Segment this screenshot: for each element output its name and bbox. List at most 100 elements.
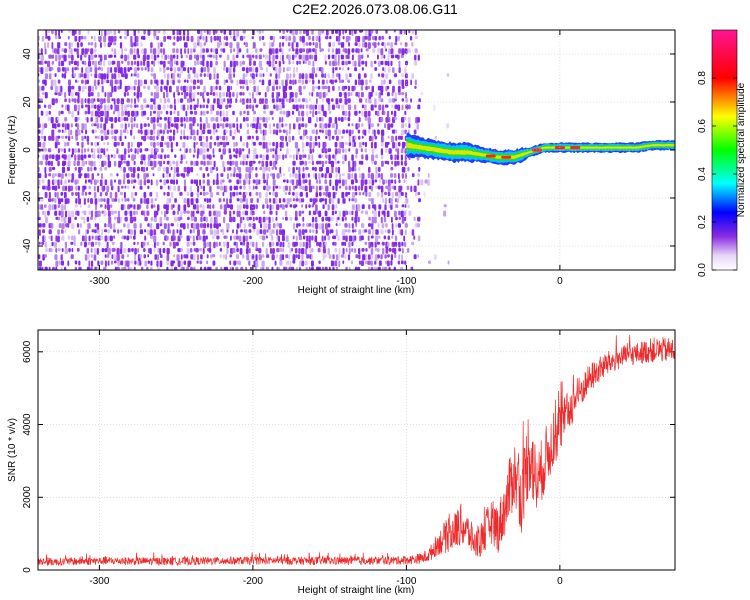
- heatmap-cell: [383, 216, 387, 223]
- heatmap-cell: [385, 48, 387, 52]
- heatmap-cell: [53, 79, 57, 87]
- heatmap-cell: [80, 216, 84, 220]
- heatmap-cell: [315, 98, 318, 104]
- heatmap-cell: [61, 129, 64, 133]
- heatmap-cell: [212, 117, 215, 122]
- heatmap-cell: [388, 148, 392, 154]
- heatmap-cell: [264, 198, 269, 204]
- heatmap-cell: [258, 248, 262, 254]
- heatmap-cell: [60, 30, 63, 34]
- heatmap-cell: [321, 117, 324, 122]
- colorbar-tick-label: 0.0: [697, 263, 708, 277]
- heatmap-cell: [413, 185, 417, 193]
- heatmap-cell: [107, 92, 110, 99]
- heatmap-cell: [165, 210, 169, 215]
- heatmap-cell: [100, 98, 104, 105]
- heatmap-cell: [236, 229, 238, 235]
- heatmap-cell: [289, 173, 292, 178]
- heatmap-cell: [364, 179, 368, 185]
- heatmap-cell: [130, 166, 133, 173]
- heatmap-cell: [113, 85, 117, 92]
- heatmap-cell: [179, 73, 182, 79]
- heatmap-cell: [94, 135, 98, 139]
- heatmap-cell: [192, 123, 195, 127]
- heatmap-cell: [116, 104, 120, 112]
- heatmap-cell: [85, 229, 87, 236]
- heatmap-cell: [196, 260, 199, 264]
- heatmap-cell: [279, 204, 283, 208]
- heatmap-cell: [117, 73, 120, 78]
- heatmap-cell: [285, 235, 289, 242]
- heatmap-cell: [219, 248, 223, 252]
- heatmap-cell: [176, 223, 179, 227]
- heatmap-cell: [279, 35, 282, 40]
- heatmap-cell: [274, 166, 278, 171]
- heatmap-cell: [146, 266, 149, 270]
- heatmap-cell: [210, 85, 213, 93]
- heatmap-cell: [367, 110, 371, 117]
- heatmap-cell: [145, 148, 149, 152]
- heatmap-cell: [97, 135, 100, 140]
- heatmap-cell: [58, 35, 61, 40]
- heatmap-cell: [252, 185, 255, 190]
- heatmap-cell: [83, 198, 86, 205]
- heatmap-cell: [246, 110, 250, 116]
- heatmap-cell: [322, 191, 326, 196]
- heatmap-cell: [258, 54, 262, 60]
- heatmap-cell: [407, 117, 411, 124]
- heatmap-cell: [196, 60, 200, 65]
- heatmap-cell: [154, 241, 156, 249]
- heatmap-cell: [134, 67, 138, 74]
- heatmap-cell: [229, 98, 233, 104]
- heatmap-cell: [177, 79, 181, 84]
- heatmap-cell: [70, 60, 74, 64]
- heatmap-cell: [71, 148, 74, 156]
- heatmap-cell: [57, 179, 60, 187]
- heatmap-cell: [282, 60, 285, 65]
- heatmap-cell: [190, 79, 193, 84]
- heatmap-cell: [351, 54, 354, 61]
- heatmap-cell: [348, 135, 351, 143]
- heatmap-cell: [117, 79, 121, 84]
- heatmap-cell: [114, 117, 118, 123]
- heatmap-cell: [114, 135, 117, 142]
- heatmap-cell: [87, 154, 91, 158]
- heatmap-cell: [113, 235, 116, 239]
- heatmap-cell: [275, 216, 278, 221]
- heatmap-cell: [245, 235, 249, 242]
- heatmap-cell: [265, 67, 268, 73]
- heatmap-cell: [170, 235, 175, 242]
- heatmap-cell: [393, 185, 397, 191]
- heatmap-cell: [242, 241, 246, 246]
- heatmap-cell: [306, 110, 309, 117]
- heatmap-cell: [304, 98, 308, 104]
- heatmap-cell: [259, 191, 262, 199]
- heatmap-cell: [427, 173, 430, 178]
- heatmap-cell: [335, 179, 339, 187]
- heatmap-cell: [294, 229, 297, 233]
- heatmap-cell: [301, 185, 305, 191]
- heatmap-cell: [327, 98, 331, 105]
- heatmap-cell: [169, 85, 172, 93]
- heatmap-cell: [209, 185, 212, 193]
- heatmap-cell: [76, 179, 80, 184]
- heatmap-cell: [322, 92, 326, 98]
- heatmap-cell: [394, 42, 398, 46]
- heatmap-cell: [38, 198, 41, 202]
- heatmap-cell: [374, 266, 378, 270]
- heatmap-cell: [345, 73, 349, 80]
- heatmap-cell: [121, 185, 124, 189]
- heatmap-cell: [289, 216, 293, 221]
- heatmap-cell: [54, 30, 57, 37]
- heatmap-cell: [84, 123, 87, 131]
- heatmap-cell: [57, 185, 60, 189]
- heatmap-cell: [328, 191, 331, 198]
- heatmap-cell: [126, 260, 130, 267]
- heatmap-cell: [134, 79, 138, 86]
- heatmap-cell: [299, 154, 302, 160]
- heatmap-cell: [90, 117, 93, 122]
- heatmap-cell: [384, 123, 387, 129]
- heatmap-cell: [296, 67, 299, 72]
- heatmap-cell: [232, 191, 236, 197]
- heatmap-cell: [383, 110, 386, 116]
